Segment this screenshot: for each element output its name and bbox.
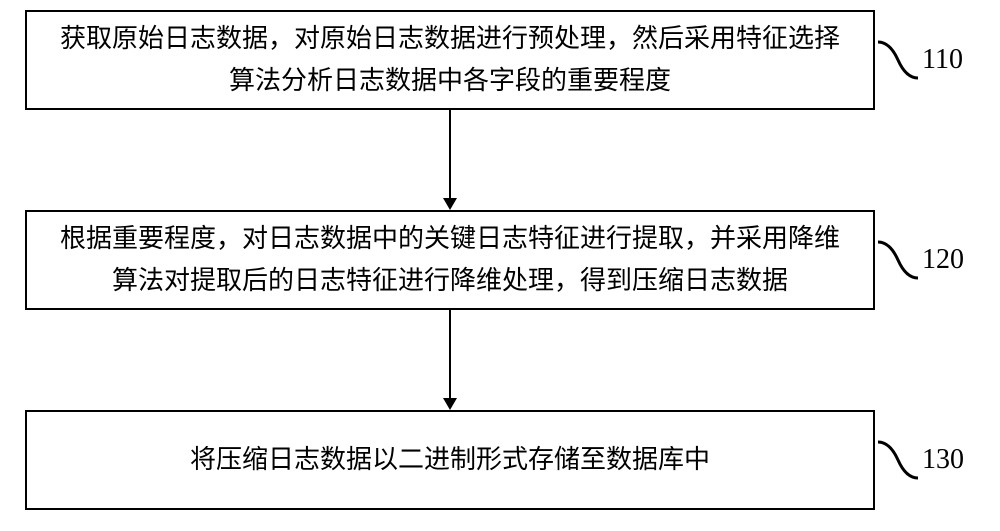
label-text: 120	[922, 244, 964, 275]
connector-curve-icon	[876, 440, 920, 480]
step-box-120: 根据重要程度，对日志数据中的关键日志特征进行提取，并采用降维算法对提取后的日志特…	[25, 210, 875, 310]
arrow-down-icon	[440, 110, 460, 210]
step-box-130: 将压缩日志数据以二进制形式存储至数据库中	[25, 410, 875, 510]
flowchart-container: 获取原始日志数据，对原始日志数据进行预处理，然后采用特征选择算法分析日志数据中各…	[0, 0, 1000, 531]
step-box-110: 获取原始日志数据，对原始日志数据进行预处理，然后采用特征选择算法分析日志数据中各…	[25, 10, 875, 110]
connector-curve-icon	[876, 240, 920, 280]
label-text: 130	[922, 444, 964, 475]
step-label-110: 110	[922, 44, 963, 76]
step-text: 根据重要程度，对日志数据中的关键日志特征进行提取，并采用降维算法对提取后的日志特…	[57, 218, 843, 301]
step-label-120: 120	[922, 244, 964, 276]
step-text: 获取原始日志数据，对原始日志数据进行预处理，然后采用特征选择算法分析日志数据中各…	[57, 18, 843, 101]
step-label-130: 130	[922, 444, 964, 476]
step-text: 将压缩日志数据以二进制形式存储至数据库中	[190, 439, 710, 481]
arrow-down-icon	[440, 310, 460, 410]
label-text: 110	[922, 44, 963, 75]
connector-curve-icon	[876, 40, 920, 80]
